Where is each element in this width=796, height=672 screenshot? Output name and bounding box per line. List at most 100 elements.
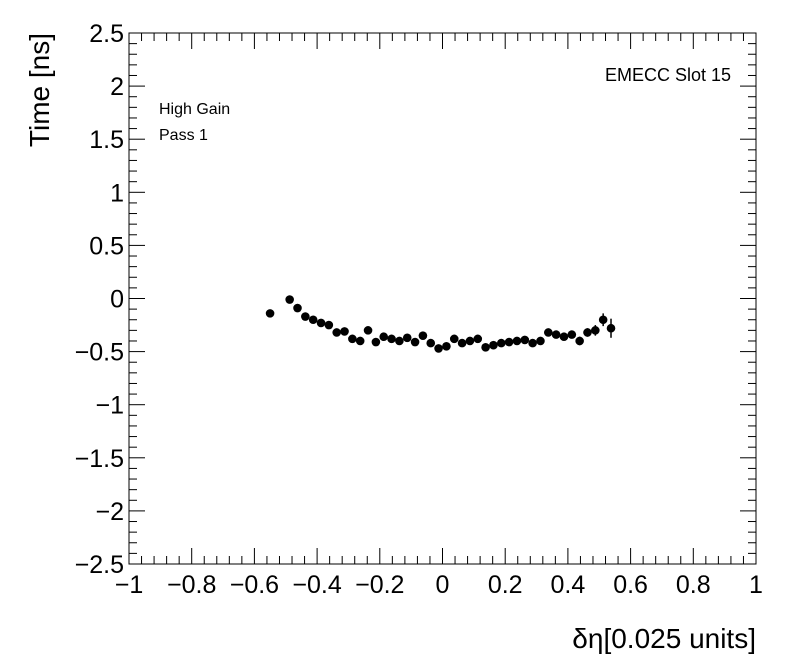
point-marker bbox=[308, 315, 318, 325]
annotation-slot: EMECC Slot 15 bbox=[605, 65, 731, 85]
data-point bbox=[285, 295, 294, 304]
data-point bbox=[293, 303, 302, 313]
data-point bbox=[520, 335, 530, 345]
point-marker bbox=[520, 335, 530, 345]
data-point bbox=[583, 328, 592, 337]
y-tick-label: 0 bbox=[110, 286, 124, 314]
y-tick-label: 1.5 bbox=[89, 126, 124, 154]
point-marker bbox=[434, 344, 443, 353]
data-point bbox=[559, 332, 569, 342]
x-tick-label: 0.6 bbox=[613, 571, 648, 599]
point-marker bbox=[544, 328, 553, 337]
data-point bbox=[348, 334, 357, 344]
point-marker bbox=[489, 340, 498, 350]
point-marker bbox=[496, 338, 506, 348]
point-marker bbox=[324, 320, 334, 330]
x-tick-label: −0.4 bbox=[292, 571, 341, 599]
point-marker bbox=[395, 336, 404, 346]
data-point bbox=[481, 343, 490, 352]
point-marker bbox=[363, 326, 373, 335]
data-point bbox=[387, 334, 396, 344]
x-tick-label: 0.2 bbox=[488, 571, 523, 599]
data-point bbox=[465, 336, 475, 346]
data-point bbox=[363, 326, 373, 335]
point-marker bbox=[316, 318, 326, 328]
point-marker bbox=[536, 336, 545, 346]
axis-ticks bbox=[128, 32, 757, 565]
y-tick-label: −2.5 bbox=[75, 551, 124, 579]
point-marker bbox=[449, 334, 459, 344]
x-axis-title: δη[0.025 units] bbox=[572, 623, 756, 654]
y-tick-label: 0.5 bbox=[89, 232, 124, 260]
data-point bbox=[355, 336, 365, 346]
data-point bbox=[395, 336, 404, 346]
y-tick-labels: −2.5 −2 −1.5 −1 −0.5 0 0.5 1 1.5 2 2.5 bbox=[75, 20, 124, 579]
point-marker bbox=[332, 328, 341, 337]
data-point bbox=[606, 318, 616, 338]
point-marker bbox=[551, 330, 561, 339]
point-marker bbox=[473, 334, 483, 344]
point-marker bbox=[465, 336, 475, 346]
data-point bbox=[536, 336, 545, 346]
y-tick-label: −1 bbox=[95, 392, 124, 420]
data-point bbox=[567, 330, 577, 339]
y-tick-label: −0.5 bbox=[75, 339, 124, 367]
data-point bbox=[434, 344, 443, 353]
point-marker bbox=[512, 336, 522, 346]
annotation-pass: Pass 1 bbox=[159, 127, 208, 144]
y-tick-label: 2.5 bbox=[89, 20, 124, 48]
x-tick-label: −0.8 bbox=[167, 571, 216, 599]
data-point bbox=[512, 336, 522, 346]
point-marker bbox=[528, 338, 537, 348]
point-marker bbox=[355, 336, 365, 346]
point-marker bbox=[598, 315, 608, 325]
data-point bbox=[496, 338, 506, 348]
point-marker bbox=[285, 295, 294, 304]
point-marker bbox=[591, 326, 600, 335]
point-marker bbox=[379, 332, 389, 342]
data-point bbox=[591, 325, 600, 336]
point-marker bbox=[402, 333, 412, 343]
data-point bbox=[316, 318, 326, 328]
x-tick-label: 0.4 bbox=[551, 571, 586, 599]
x-tick-label: 1 bbox=[749, 571, 763, 599]
point-marker bbox=[606, 323, 616, 333]
data-point bbox=[504, 337, 514, 347]
point-marker bbox=[504, 337, 514, 347]
point-marker bbox=[387, 334, 396, 344]
data-point bbox=[371, 337, 381, 347]
data-point bbox=[442, 341, 451, 351]
y-tick-label: −2 bbox=[95, 498, 124, 526]
data-point bbox=[324, 320, 334, 330]
point-marker bbox=[410, 337, 420, 347]
data-point bbox=[265, 309, 275, 318]
point-marker bbox=[348, 334, 357, 344]
data-point bbox=[340, 327, 349, 336]
data-point bbox=[402, 333, 412, 343]
point-marker bbox=[583, 328, 592, 337]
point-marker bbox=[426, 338, 436, 348]
data-point bbox=[301, 312, 310, 321]
point-marker bbox=[265, 309, 275, 318]
point-marker bbox=[559, 332, 569, 342]
data-point bbox=[426, 338, 436, 348]
y-tick-label: 1 bbox=[110, 179, 124, 207]
data-point bbox=[379, 332, 389, 342]
data-point bbox=[544, 328, 553, 337]
x-tick-label: −1 bbox=[115, 571, 144, 599]
data-point bbox=[489, 340, 498, 350]
data-point bbox=[308, 315, 318, 325]
data-point bbox=[575, 336, 584, 346]
y-tick-label: −1.5 bbox=[75, 445, 124, 473]
x-tick-label: −0.2 bbox=[355, 571, 404, 599]
y-tick-label: 2 bbox=[110, 73, 124, 101]
point-marker bbox=[340, 327, 349, 336]
data-point bbox=[528, 338, 537, 348]
point-marker bbox=[418, 331, 428, 340]
point-marker bbox=[457, 338, 467, 348]
point-marker bbox=[371, 337, 381, 347]
x-tick-label: −0.6 bbox=[230, 571, 279, 599]
point-marker bbox=[442, 341, 451, 351]
point-marker bbox=[293, 303, 302, 313]
data-point bbox=[473, 334, 483, 344]
